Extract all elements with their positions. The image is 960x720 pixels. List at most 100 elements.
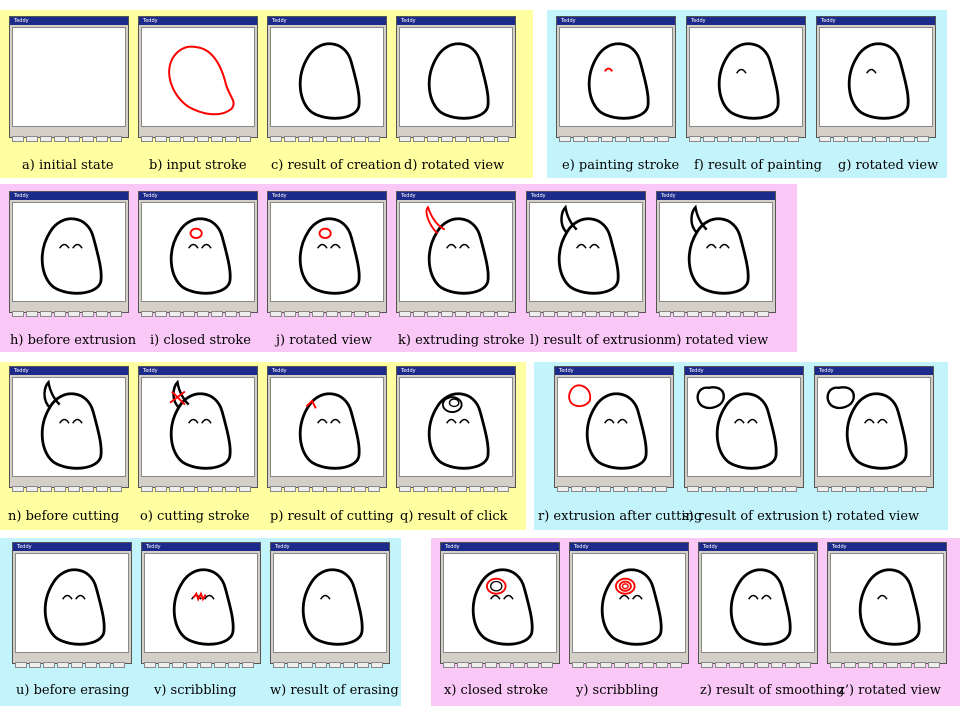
toolbar-button-rotate[interactable]	[68, 486, 80, 492]
toolbar-button-default[interactable]	[731, 136, 743, 142]
window-titlebar[interactable]: Teddy	[685, 367, 803, 383]
toolbar-button-rotate[interactable]	[745, 136, 757, 142]
toolbar-button-load[interactable]	[354, 311, 366, 317]
toolbar-button-load[interactable]	[354, 136, 366, 142]
toolbar-button-load[interactable]	[785, 662, 797, 668]
toolbar-button-save[interactable]	[513, 662, 525, 668]
window-titlebar[interactable]: Teddy	[687, 17, 805, 33]
toolbar-button-save[interactable]	[343, 662, 355, 668]
toolbar-button-new[interactable]	[573, 136, 585, 142]
window-titlebar[interactable]: Teddy	[557, 17, 675, 33]
toolbar-button-3d[interactable]	[301, 662, 313, 668]
toolbar-button-quit[interactable]	[368, 486, 380, 492]
drawing-canvas[interactable]	[399, 27, 513, 127]
toolbar-button-default[interactable]	[441, 136, 453, 142]
toolbar-button-quit[interactable]	[368, 311, 380, 317]
toolbar-button-undo[interactable]	[12, 486, 24, 492]
toolbar-button-save[interactable]	[211, 136, 223, 142]
toolbar-button-rotate[interactable]	[455, 486, 467, 492]
toolbar-button-3d[interactable]	[40, 311, 52, 317]
toolbar-button-save[interactable]	[340, 311, 352, 317]
toolbar-button-save[interactable]	[900, 662, 912, 668]
toolbar-button-undo[interactable]	[141, 136, 153, 142]
drawing-canvas[interactable]	[141, 377, 255, 477]
toolbar-button-save[interactable]	[211, 311, 223, 317]
drawing-canvas[interactable]	[12, 377, 126, 477]
toolbar-button-quit[interactable]	[928, 662, 940, 668]
toolbar-button-quit[interactable]	[915, 486, 927, 492]
drawing-canvas[interactable]	[659, 202, 773, 302]
toolbar-button-new[interactable]	[413, 311, 425, 317]
toolbar-button-save[interactable]	[887, 486, 899, 492]
toolbar-button-new[interactable]	[571, 486, 583, 492]
window-titlebar[interactable]: Teddy	[817, 17, 935, 33]
toolbar-button-save[interactable]	[85, 662, 97, 668]
window-titlebar[interactable]: Teddy	[815, 367, 933, 383]
toolbar-button-save[interactable]	[771, 662, 783, 668]
toolbar-button-default[interactable]	[183, 311, 195, 317]
toolbar-button-save[interactable]	[627, 486, 639, 492]
toolbar-button-3d[interactable]	[845, 486, 857, 492]
toolbar-button-rotate[interactable]	[455, 136, 467, 142]
toolbar-button-new[interactable]	[703, 136, 715, 142]
window-titlebar[interactable]: Teddy	[13, 543, 131, 559]
toolbar-button-3d[interactable]	[471, 662, 483, 668]
toolbar-button-3d[interactable]	[729, 662, 741, 668]
toolbar-button-3d[interactable]	[40, 486, 52, 492]
toolbar-button-3d[interactable]	[717, 136, 729, 142]
toolbar-button-undo[interactable]	[529, 311, 541, 317]
window-titlebar[interactable]: Teddy	[268, 17, 386, 33]
toolbar-button-undo[interactable]	[270, 136, 282, 142]
toolbar-button-new[interactable]	[844, 662, 856, 668]
drawing-canvas[interactable]	[399, 202, 513, 302]
toolbar-button-undo[interactable]	[689, 136, 701, 142]
toolbar-button-rotate[interactable]	[68, 311, 80, 317]
drawing-canvas[interactable]	[701, 553, 815, 653]
window-titlebar[interactable]: Teddy	[397, 367, 515, 383]
toolbar-button-save[interactable]	[340, 136, 352, 142]
toolbar-button-3d[interactable]	[298, 136, 310, 142]
toolbar-button-save[interactable]	[757, 486, 769, 492]
toolbar-button-default[interactable]	[54, 311, 66, 317]
toolbar-button-new[interactable]	[673, 311, 685, 317]
toolbar-button-quit[interactable]	[110, 311, 122, 317]
window-titlebar[interactable]: Teddy	[268, 192, 386, 208]
toolbar-button-save[interactable]	[82, 311, 94, 317]
drawing-canvas[interactable]	[12, 202, 126, 302]
drawing-canvas[interactable]	[559, 27, 673, 127]
toolbar-button-quit[interactable]	[239, 311, 251, 317]
toolbar-button-3d[interactable]	[172, 662, 184, 668]
toolbar-button-new[interactable]	[413, 486, 425, 492]
toolbar-button-rotate[interactable]	[68, 136, 80, 142]
toolbar-button-rotate[interactable]	[197, 486, 209, 492]
toolbar-button-undo[interactable]	[819, 136, 831, 142]
drawing-canvas[interactable]	[270, 27, 384, 127]
toolbar-button-default[interactable]	[312, 311, 324, 317]
toolbar-button-3d[interactable]	[715, 486, 727, 492]
toolbar-button-quit[interactable]	[541, 662, 553, 668]
drawing-canvas[interactable]	[15, 553, 129, 653]
toolbar-button-new[interactable]	[543, 311, 555, 317]
toolbar-button-undo[interactable]	[141, 311, 153, 317]
toolbar-button-default[interactable]	[614, 662, 626, 668]
toolbar-button-quit[interactable]	[785, 486, 797, 492]
toolbar-button-3d[interactable]	[169, 486, 181, 492]
toolbar-button-default[interactable]	[485, 662, 497, 668]
toolbar-button-load[interactable]	[96, 311, 108, 317]
toolbar-button-load[interactable]	[354, 486, 366, 492]
toolbar-button-rotate[interactable]	[615, 136, 627, 142]
toolbar-button-3d[interactable]	[43, 662, 55, 668]
window-titlebar[interactable]: Teddy	[139, 367, 257, 383]
toolbar-button-load[interactable]	[773, 136, 785, 142]
toolbar-button-quit[interactable]	[497, 486, 509, 492]
toolbar-button-rotate[interactable]	[585, 311, 597, 317]
toolbar-button-default[interactable]	[312, 486, 324, 492]
toolbar-button-quit[interactable]	[497, 311, 509, 317]
toolbar-button-quit[interactable]	[757, 311, 769, 317]
toolbar-button-new[interactable]	[26, 311, 38, 317]
window-titlebar[interactable]: Teddy	[10, 367, 128, 383]
toolbar-button-load[interactable]	[656, 662, 668, 668]
toolbar-button-save[interactable]	[469, 136, 481, 142]
toolbar-button-default[interactable]	[872, 662, 884, 668]
toolbar-button-new[interactable]	[29, 662, 41, 668]
